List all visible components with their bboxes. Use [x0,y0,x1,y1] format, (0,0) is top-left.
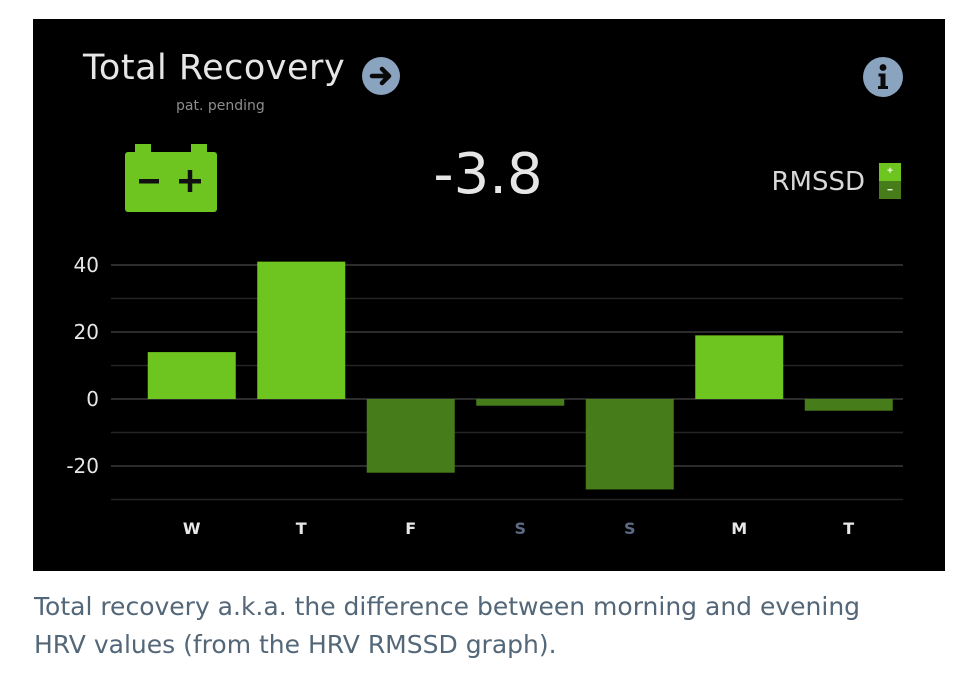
caption-line-1: Total recovery a.k.a. the difference bet… [34,592,861,621]
caption-line-2: HRV values (from the HRV RMSSD graph). [34,630,557,659]
y-tick-label: 0 [86,387,99,411]
bar-t-6[interactable] [804,399,893,411]
battery-icon [125,144,217,212]
patent-pending-label: pat. pending [176,98,265,114]
x-tick-label: T [843,519,854,538]
x-tick-label: F [405,519,416,538]
bar-w-0[interactable] [147,352,236,399]
x-tick-label: S [514,519,526,538]
y-tick-label: 40 [74,253,99,277]
mini-battery-icon[interactable] [879,163,901,199]
panel-title: Total Recovery [83,48,346,88]
x-tick-label: T [296,519,307,538]
bar-t-1[interactable] [257,261,346,399]
info-icon[interactable] [862,56,904,98]
total-recovery-value: -3.8 [433,142,543,207]
metric-label: RMSSD [771,167,865,197]
recovery-bar-chart: 40 20 0 -20 W T F S S M T [66,253,903,538]
bar-f-2[interactable] [366,399,455,473]
x-tick-label: W [183,519,201,538]
bar-s-3[interactable] [476,399,565,406]
y-tick-label: -20 [66,454,99,478]
x-tick-label: M [731,519,747,538]
bar-m-5[interactable] [695,335,784,399]
x-tick-label: S [624,519,636,538]
bar-s-4[interactable] [585,399,674,490]
arrow-right-icon[interactable] [361,56,401,96]
y-tick-label: 20 [74,320,99,344]
total-recovery-panel: Total Recovery pat. pending -3.8 RMSSD 4… [33,19,945,571]
figure-caption: Total recovery a.k.a. the difference bet… [34,588,944,664]
